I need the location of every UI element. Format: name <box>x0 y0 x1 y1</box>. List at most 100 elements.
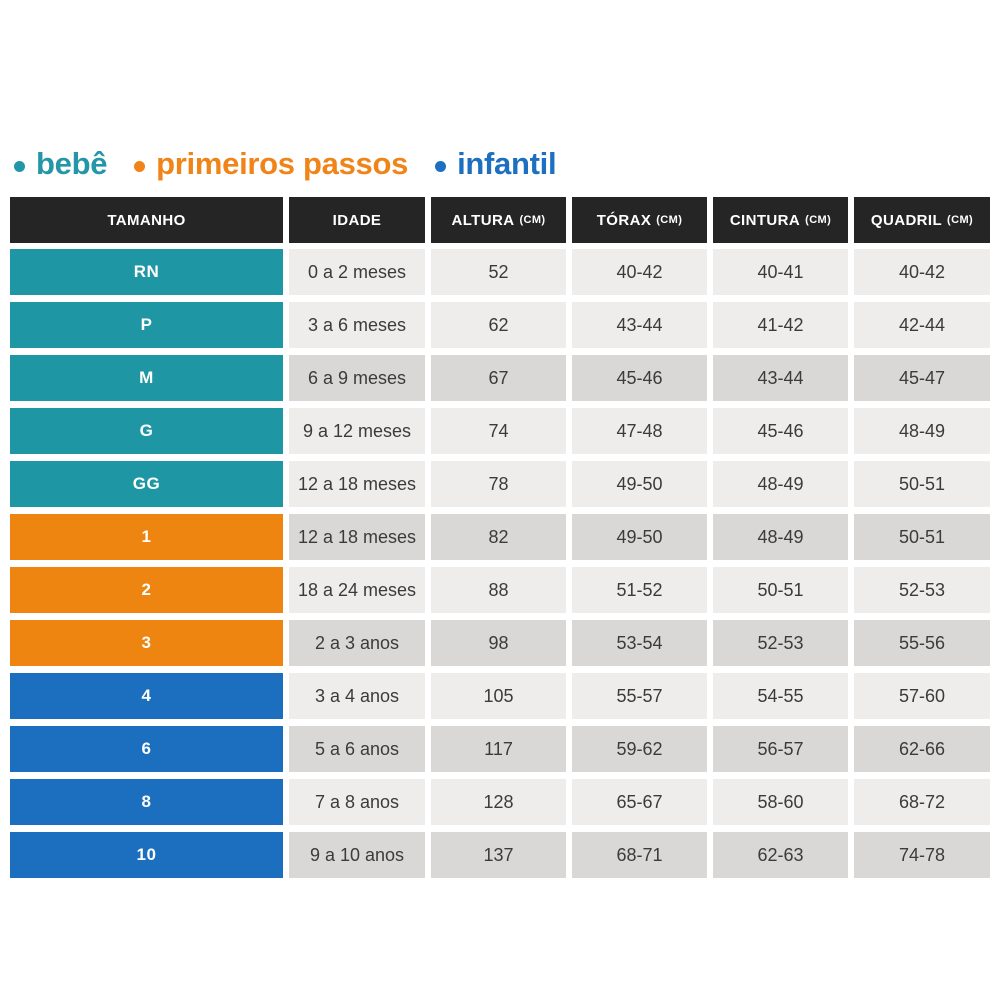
size-cell: 4 <box>10 673 283 719</box>
cintura-cell: 45-46 <box>713 408 848 454</box>
cintura-cell: 52-53 <box>713 620 848 666</box>
size-table: TAMANHO IDADE ALTURA (CM) TÓRAX (CM) CINTURA (C… <box>10 197 990 885</box>
cintura-cell: 41-42 <box>713 302 848 348</box>
cintura-cell: 48-49 <box>713 461 848 507</box>
idade-cell: 6 a 9 meses <box>289 355 425 401</box>
table-header-row: TAMANHO IDADE ALTURA (CM) TÓRAX (CM) CINTURA (C… <box>10 197 990 243</box>
altura-cell: 98 <box>431 620 566 666</box>
legend-dot-icon <box>14 160 25 172</box>
size-cell: 8 <box>10 779 283 825</box>
altura-cell: 117 <box>431 726 566 772</box>
category-legend: bebê primeiros passos infantil <box>14 146 557 182</box>
quadril-cell: 68-72 <box>854 779 990 825</box>
cintura-cell: 62-63 <box>713 832 848 878</box>
column-header-tamanho: TAMANHO <box>10 197 283 243</box>
table-row: 1 12 a 18 meses 82 49-50 48-49 50-51 <box>10 514 990 560</box>
column-header-label: TÓRAX <box>596 211 652 229</box>
cintura-cell: 58-60 <box>713 779 848 825</box>
table-body: RN 0 a 2 meses 52 40-42 40-41 40-42 P 3 a 6 mes… <box>10 249 990 878</box>
column-header-cintura: CINTURA (CM) <box>713 197 848 243</box>
cintura-cell: 48-49 <box>713 514 848 560</box>
size-cell: P <box>10 302 283 348</box>
cintura-cell: 50-51 <box>713 567 848 613</box>
idade-cell: 9 a 12 meses <box>289 408 425 454</box>
quadril-cell: 55-56 <box>854 620 990 666</box>
altura-cell: 128 <box>431 779 566 825</box>
column-header-label: ALTURA <box>451 211 515 229</box>
legend-item-primeiros-passos: primeiros passos <box>134 146 408 182</box>
quadril-cell: 48-49 <box>854 408 990 454</box>
altura-cell: 74 <box>431 408 566 454</box>
cintura-cell: 43-44 <box>713 355 848 401</box>
table-row: GG 12 a 18 meses 78 49-50 48-49 50-51 <box>10 461 990 507</box>
idade-cell: 3 a 6 meses <box>289 302 425 348</box>
quadril-cell: 50-51 <box>854 461 990 507</box>
size-cell: 1 <box>10 514 283 560</box>
legend-dot-icon <box>134 160 146 172</box>
altura-cell: 62 <box>431 302 566 348</box>
idade-cell: 12 a 18 meses <box>289 461 425 507</box>
cintura-cell: 54-55 <box>713 673 848 719</box>
column-header-label: CINTURA <box>729 211 801 229</box>
table-row: 10 9 a 10 anos 137 68-71 62-63 74-78 <box>10 832 990 878</box>
size-cell: G <box>10 408 283 454</box>
quadril-cell: 62-66 <box>854 726 990 772</box>
altura-cell: 82 <box>431 514 566 560</box>
quadril-cell: 52-53 <box>854 567 990 613</box>
legend-dot-icon <box>435 160 447 172</box>
table-row: 2 18 a 24 meses 88 51-52 50-51 52-53 <box>10 567 990 613</box>
cintura-cell: 40-41 <box>713 249 848 295</box>
torax-cell: 45-46 <box>572 355 707 401</box>
column-header-altura: ALTURA (CM) <box>431 197 566 243</box>
column-header-unit: (CM) <box>947 214 974 226</box>
torax-cell: 59-62 <box>572 726 707 772</box>
size-cell: 6 <box>10 726 283 772</box>
quadril-cell: 42-44 <box>854 302 990 348</box>
idade-cell: 3 a 4 anos <box>289 673 425 719</box>
quadril-cell: 50-51 <box>854 514 990 560</box>
torax-cell: 68-71 <box>572 832 707 878</box>
torax-cell: 51-52 <box>572 567 707 613</box>
torax-cell: 43-44 <box>572 302 707 348</box>
column-header-unit: (CM) <box>519 214 546 226</box>
column-header-unit: (CM) <box>656 214 683 226</box>
idade-cell: 5 a 6 anos <box>289 726 425 772</box>
idade-cell: 7 a 8 anos <box>289 779 425 825</box>
altura-cell: 67 <box>431 355 566 401</box>
column-header-label: QUADRIL <box>870 211 943 229</box>
quadril-cell: 40-42 <box>854 249 990 295</box>
table-row: RN 0 a 2 meses 52 40-42 40-41 40-42 <box>10 249 990 295</box>
quadril-cell: 74-78 <box>854 832 990 878</box>
column-header-unit: (CM) <box>805 214 832 226</box>
legend-label: bebê <box>36 146 108 181</box>
cintura-cell: 56-57 <box>713 726 848 772</box>
size-cell: M <box>10 355 283 401</box>
quadril-cell: 45-47 <box>854 355 990 401</box>
legend-item-infantil: infantil <box>435 146 557 182</box>
idade-cell: 2 a 3 anos <box>289 620 425 666</box>
column-header-quadril: QUADRIL (CM) <box>854 197 990 243</box>
altura-cell: 52 <box>431 249 566 295</box>
altura-cell: 137 <box>431 832 566 878</box>
size-cell: 2 <box>10 567 283 613</box>
idade-cell: 12 a 18 meses <box>289 514 425 560</box>
altura-cell: 78 <box>431 461 566 507</box>
column-header-label: TAMANHO <box>107 211 186 229</box>
torax-cell: 53-54 <box>572 620 707 666</box>
legend-label: infantil <box>457 146 557 181</box>
idade-cell: 0 a 2 meses <box>289 249 425 295</box>
size-cell: RN <box>10 249 283 295</box>
torax-cell: 47-48 <box>572 408 707 454</box>
size-cell: 10 <box>10 832 283 878</box>
altura-cell: 88 <box>431 567 566 613</box>
torax-cell: 40-42 <box>572 249 707 295</box>
column-header-label: IDADE <box>332 211 382 229</box>
